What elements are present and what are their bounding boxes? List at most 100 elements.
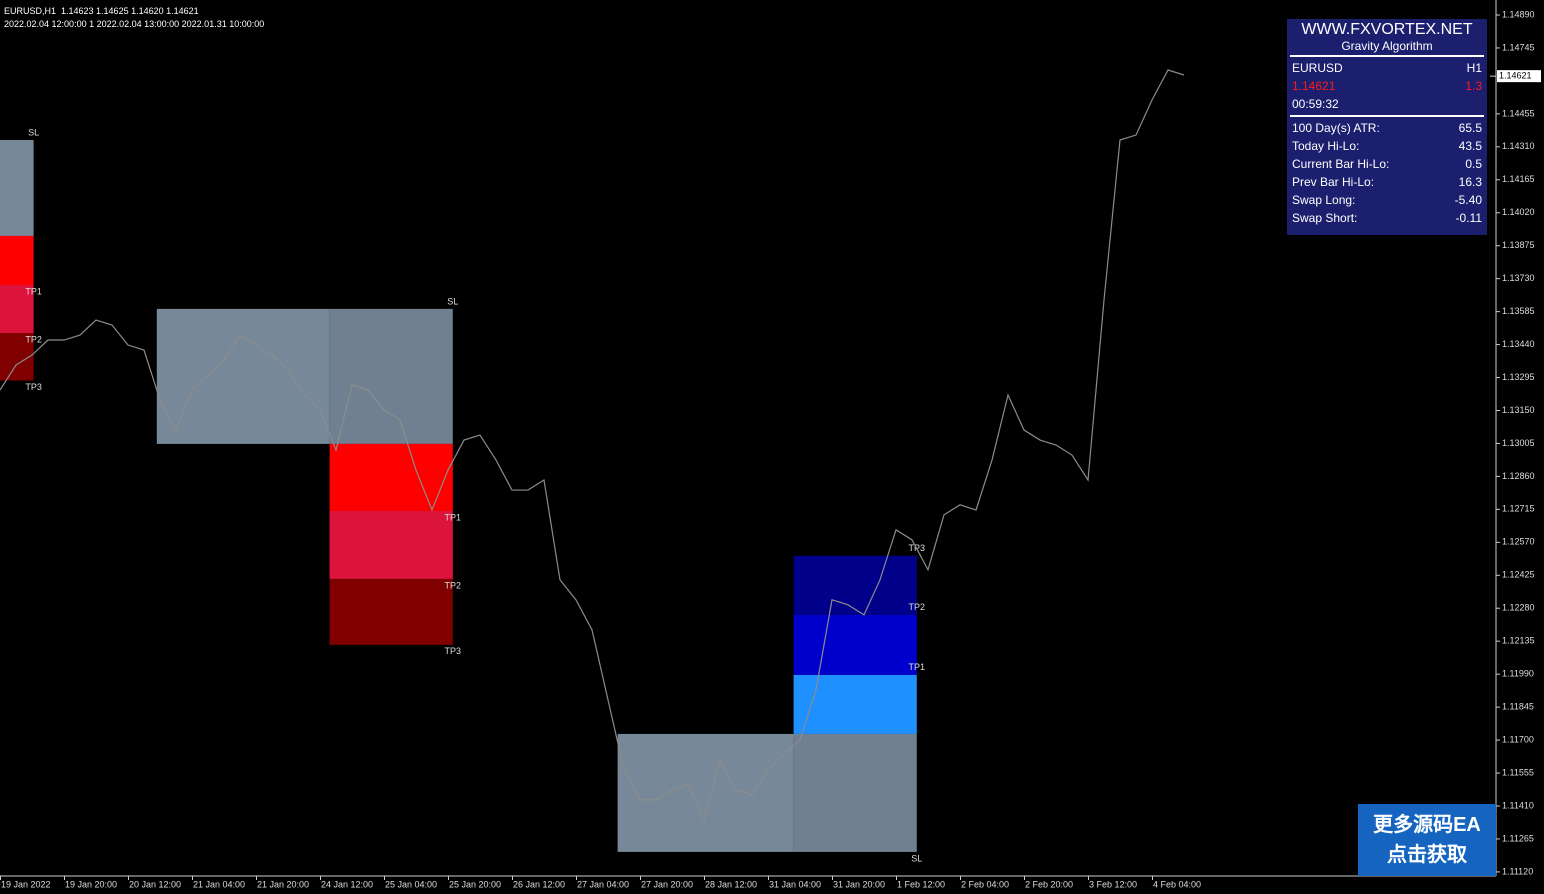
y-tick-label: 1.14890 [1502,9,1535,19]
current-price-label: 1.14621 [1499,71,1532,81]
source-button[interactable]: 更多源码EA 点击获取 [1358,804,1496,876]
y-tick-label: 1.13875 [1502,240,1535,250]
zone-label: SL [28,127,39,137]
zone-box [793,555,917,615]
stat-label: Swap Long: [1292,193,1356,207]
timeframe: H1 [1466,61,1482,75]
stat-value: -0.11 [1455,211,1482,225]
x-tick-label: 27 Jan 04:00 [577,879,629,889]
zone-label: TP1 [25,286,42,296]
row: 1.14621 1.3 [1287,77,1487,95]
zone-label: TP1 [445,512,462,522]
zone-label: TP2 [445,580,462,590]
x-tick-label: 27 Jan 20:00 [641,879,693,889]
price-line [0,69,1185,822]
zone-label: TP2 [25,334,42,344]
stats: 100 Day(s) ATR: 65.5 Today Hi-Lo: 43.5 Curre… [1287,119,1487,227]
row: 100 Day(s) ATR: 65.5 [1287,119,1487,137]
zone-box [0,140,34,236]
zone-label: TP3 [445,646,462,656]
time-line: 2022.02.04 12:00:00 1 2022.02.04 13:00:0… [4,19,265,29]
symbol: EURUSD [1292,61,1343,75]
button-line: 更多源码EA [1373,814,1481,836]
separator [1290,55,1484,57]
row: 00:59:32 [1287,95,1487,113]
zone-box [793,614,917,675]
zone-box [329,308,453,444]
zone-box [329,443,453,511]
y-tick-label: 1.12280 [1502,603,1535,613]
zone-box [0,285,34,333]
x-tick-label: 21 Jan 04:00 [193,879,245,889]
separator [1290,115,1484,117]
y-tick-label: 1.13440 [1502,339,1535,349]
x-tick-label: 4 Feb 04:00 [1153,879,1201,889]
y-tick-label: 1.12715 [1502,504,1535,514]
y-tick-label: 1.13295 [1502,372,1535,382]
row: Swap Long: -5.40 [1287,191,1487,209]
zone-box [793,733,917,852]
y-tick-label: 1.12860 [1502,471,1535,481]
zone-box [0,332,34,381]
x-tick-label: 20 Jan 12:00 [129,879,181,889]
countdown: 00:59:32 [1292,97,1339,111]
y-tick-label: 1.13150 [1502,405,1535,415]
y-tick-label: 1.11265 [1502,833,1534,843]
y-tick-label: 1.14165 [1502,174,1535,184]
y-tick-label: 1.12425 [1502,570,1535,580]
spread: 1.3 [1465,79,1482,93]
stat-label: Today Hi-Lo: [1292,139,1360,153]
y-tick-label: 1.14745 [1502,42,1535,52]
zone-label: TP1 [909,662,926,672]
stat-value: 0.5 [1465,157,1482,171]
y-tick-label: 1.11555 [1502,767,1534,777]
zone-label: SL [911,853,922,863]
y-tick-label: 1.11410 [1502,800,1534,810]
stat-label: Swap Short: [1292,211,1358,225]
panel-title: WWW.FXVORTEX.NET [1301,21,1473,38]
zone-label: TP3 [25,382,42,392]
stat-value: 43.5 [1458,139,1482,153]
row: Prev Bar Hi-Lo: 16.3 [1287,173,1487,191]
stat-label: 100 Day(s) ATR: [1292,121,1380,135]
zone-label: SL [447,296,458,306]
zone-box [0,235,34,286]
x-tick-label: 31 Jan 20:00 [833,879,885,889]
stat-value: 16.3 [1458,175,1482,189]
y-tick-label: 1.11700 [1502,734,1534,744]
zone-box [617,733,794,852]
x-tick-label: 19 Jan 20:00 [65,879,117,889]
y-tick-label: 1.13585 [1502,306,1535,316]
row: Current Bar Hi-Lo: 0.5 [1287,155,1487,173]
panel-subtitle: Gravity Algorithm [1341,39,1433,53]
zone-label: TP2 [909,602,926,612]
x-tick-label: 25 Jan 04:00 [385,879,437,889]
y-tick-label: 1.14455 [1502,108,1535,118]
y-tick-label: 1.11845 [1502,701,1534,711]
row: Today Hi-Lo: 43.5 [1287,137,1487,155]
x-tick-label: 24 Jan 12:00 [321,879,373,889]
y-tick-label: 1.13730 [1502,273,1535,283]
y-tick-label: 1.11990 [1502,669,1534,679]
y-tick-label: 1.12135 [1502,636,1535,646]
row: EURUSD H1 [1287,59,1487,77]
x-tick-label: 19 Jan 2022 [1,879,51,889]
button-line: 点击获取 [1387,844,1467,866]
x-tick-label: 3 Feb 12:00 [1089,879,1137,889]
x-tick-label: 2 Feb 04:00 [961,879,1009,889]
price: 1.14621 [1292,79,1336,93]
stat-value: -5.40 [1454,193,1482,207]
current-price-box [1497,70,1541,83]
x-tick-label: 28 Jan 12:00 [705,879,757,889]
x-tick-label: 1 Feb 12:00 [897,879,945,889]
zone-box [156,308,330,444]
y-tick-label: 1.11120 [1502,866,1533,876]
zone-box [793,674,917,734]
y-tick-label: 1.14020 [1502,207,1535,217]
stat-value: 65.5 [1458,121,1482,135]
zone-box [329,578,453,645]
y-tick-label: 1.14310 [1502,141,1535,151]
x-tick-label: 31 Jan 04:00 [769,879,821,889]
y-tick-label: 1.12570 [1502,537,1535,547]
